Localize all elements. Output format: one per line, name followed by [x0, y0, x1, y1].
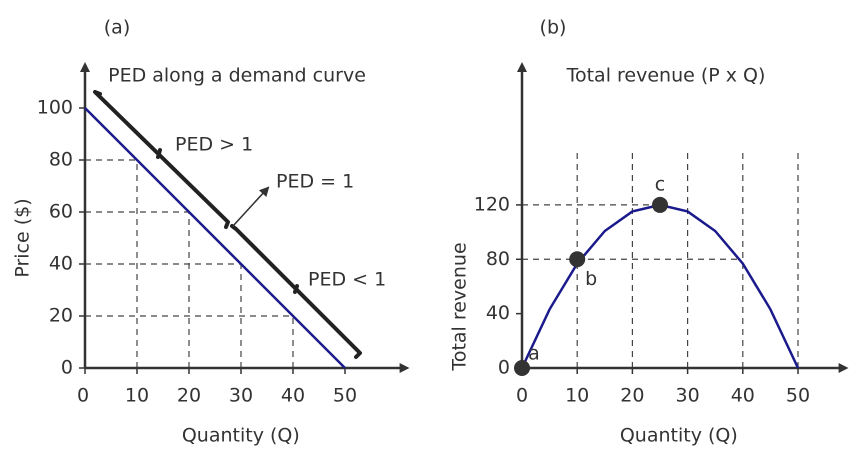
x-tick-label: 0: [516, 385, 528, 407]
x-tick-label: 20: [620, 385, 644, 407]
annotation: PED = 1: [276, 171, 354, 193]
bracket: [230, 224, 362, 359]
x-tick-label: 0: [77, 385, 89, 407]
x-tick-label: 20: [177, 385, 201, 407]
y-axis-label: Total revenue: [449, 242, 471, 371]
point: [652, 196, 668, 213]
panel-label: (a): [104, 17, 130, 39]
x-tick-label: 40: [281, 385, 305, 407]
x-axis-label: Quantity (Q): [182, 425, 300, 447]
x-tick-label: 30: [676, 385, 700, 407]
x-tick-label: 50: [786, 385, 810, 407]
y-axis-label: Price ($): [12, 198, 34, 277]
y-tick-label: 40: [49, 253, 73, 275]
arrow: [232, 186, 270, 227]
y-tick-label: 120: [474, 193, 510, 215]
y-tick-label: 100: [37, 97, 73, 119]
curve: [84, 107, 346, 369]
chart-title: PED along a demand curve: [108, 65, 366, 87]
x-axis-label: Quantity (Q): [620, 425, 738, 447]
annotation: PED > 1: [175, 134, 253, 156]
y-tick-label: 60: [49, 201, 73, 223]
point-label: b: [585, 268, 597, 290]
x-tick-label: 10: [125, 385, 149, 407]
x-tick-label: 30: [229, 385, 253, 407]
y-tick-label: 80: [486, 248, 510, 270]
annotation: PED < 1: [308, 269, 386, 291]
point-label: c: [655, 173, 665, 195]
chart-title: Total revenue (P x Q): [566, 65, 766, 87]
y-tick-label: 40: [486, 302, 510, 324]
y-tick-label: 0: [61, 357, 73, 379]
x-tick-label: 50: [333, 385, 357, 407]
y-tick-label: 0: [498, 357, 510, 379]
bracket: [156, 148, 162, 159]
y-tick-label: 80: [49, 149, 73, 171]
panel-label: (b): [540, 17, 567, 39]
x-tick-label: 40: [731, 385, 755, 407]
bracket: [293, 284, 299, 294]
x-tick-label: 10: [565, 385, 589, 407]
point: [569, 251, 586, 268]
point: [514, 360, 530, 376]
y-tick-label: 20: [49, 305, 73, 327]
point-label: a: [528, 343, 540, 365]
bracket: [93, 90, 230, 229]
curve: [520, 203, 800, 369]
